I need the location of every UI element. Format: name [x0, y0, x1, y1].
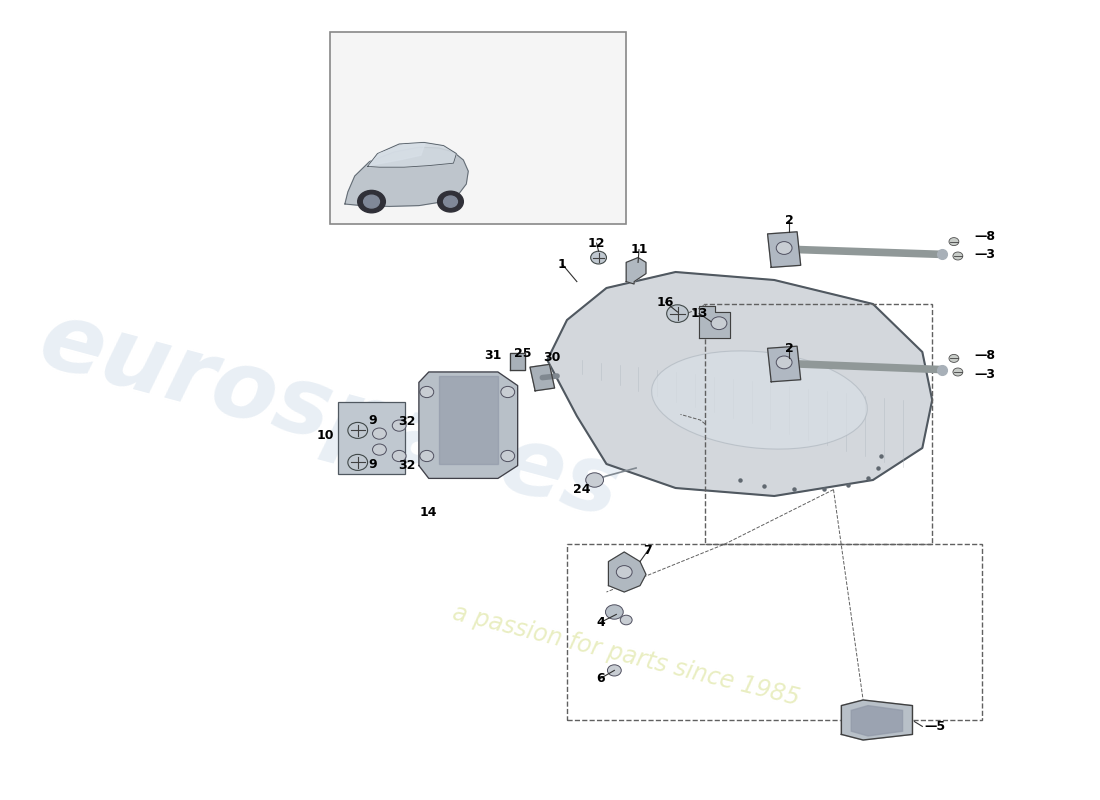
Bar — [330, 32, 626, 224]
Text: 24: 24 — [573, 483, 591, 496]
Polygon shape — [768, 346, 801, 382]
Text: 16: 16 — [657, 296, 674, 309]
Circle shape — [949, 354, 959, 362]
Circle shape — [605, 605, 624, 619]
Text: —8: —8 — [975, 230, 996, 242]
Text: 25: 25 — [514, 347, 531, 360]
Circle shape — [358, 190, 385, 213]
Ellipse shape — [651, 351, 867, 449]
Circle shape — [393, 420, 406, 431]
Polygon shape — [842, 700, 913, 740]
Circle shape — [607, 665, 621, 676]
Text: 31: 31 — [484, 350, 502, 362]
Text: eurospares: eurospares — [30, 294, 630, 538]
Text: 2: 2 — [784, 214, 793, 227]
Text: —3: —3 — [975, 248, 996, 261]
Bar — [705, 304, 932, 544]
Text: 9: 9 — [368, 458, 377, 470]
Circle shape — [616, 566, 632, 578]
Polygon shape — [608, 552, 646, 592]
Circle shape — [393, 450, 406, 462]
Bar — [566, 544, 981, 720]
Circle shape — [953, 252, 962, 260]
Polygon shape — [851, 706, 903, 736]
Circle shape — [500, 386, 515, 398]
Circle shape — [348, 422, 367, 438]
Circle shape — [420, 386, 433, 398]
Circle shape — [585, 473, 604, 487]
Circle shape — [364, 195, 380, 208]
Circle shape — [591, 251, 606, 264]
Polygon shape — [370, 144, 425, 166]
Polygon shape — [530, 364, 554, 391]
Circle shape — [949, 238, 959, 246]
Polygon shape — [768, 232, 801, 267]
Circle shape — [777, 242, 792, 254]
Circle shape — [373, 428, 386, 439]
Text: 12: 12 — [587, 237, 605, 250]
Circle shape — [438, 191, 463, 212]
Text: —8: —8 — [975, 350, 996, 362]
Circle shape — [500, 450, 515, 462]
Circle shape — [348, 454, 367, 470]
Polygon shape — [419, 372, 518, 478]
Text: 1: 1 — [558, 258, 566, 270]
Polygon shape — [626, 258, 646, 284]
Polygon shape — [439, 376, 498, 464]
Polygon shape — [367, 142, 456, 167]
Text: —5: —5 — [924, 720, 945, 733]
Text: 32: 32 — [398, 459, 416, 472]
Circle shape — [667, 305, 689, 322]
Text: 32: 32 — [398, 415, 416, 428]
Circle shape — [420, 450, 433, 462]
Text: 6: 6 — [596, 672, 605, 685]
Text: 4: 4 — [596, 616, 605, 629]
Text: 2: 2 — [784, 342, 793, 355]
Circle shape — [711, 317, 727, 330]
Polygon shape — [700, 306, 729, 338]
Text: 11: 11 — [630, 243, 648, 256]
Text: 10: 10 — [317, 429, 334, 442]
Text: 13: 13 — [691, 307, 708, 320]
Circle shape — [443, 196, 458, 207]
Circle shape — [620, 615, 632, 625]
Circle shape — [777, 356, 792, 369]
Text: a passion for parts since 1985: a passion for parts since 1985 — [450, 601, 802, 711]
Text: 30: 30 — [543, 351, 561, 364]
Polygon shape — [510, 353, 525, 370]
Text: 9: 9 — [368, 414, 377, 426]
Polygon shape — [345, 147, 469, 206]
Text: —3: —3 — [975, 368, 996, 381]
Polygon shape — [547, 272, 932, 496]
Text: 14: 14 — [420, 506, 438, 518]
Circle shape — [373, 444, 386, 455]
Circle shape — [953, 368, 962, 376]
Bar — [338, 402, 405, 474]
Text: 7: 7 — [644, 544, 652, 557]
